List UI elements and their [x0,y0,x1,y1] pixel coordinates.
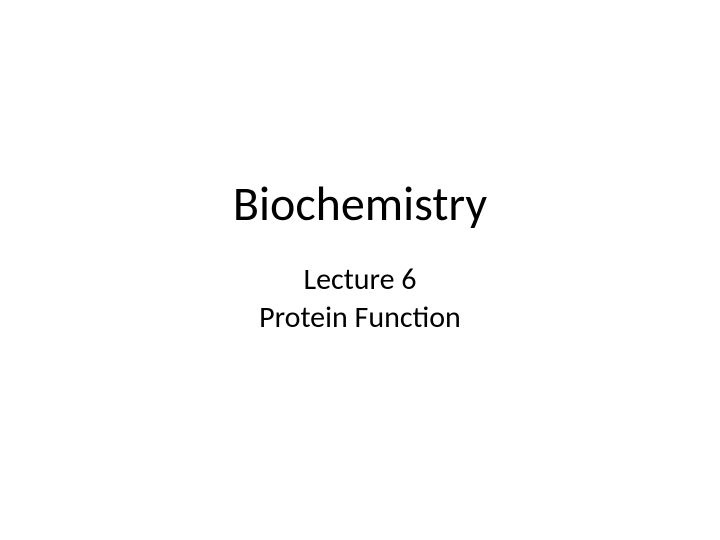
slide-container: Biochemistry Lecture 6 Protein Function [233,174,487,336]
slide-title: Biochemistry [233,174,487,233]
slide-subtitle-line-2: Protein Function [233,299,487,337]
slide-subtitle-line-1: Lecture 6 [233,261,487,299]
